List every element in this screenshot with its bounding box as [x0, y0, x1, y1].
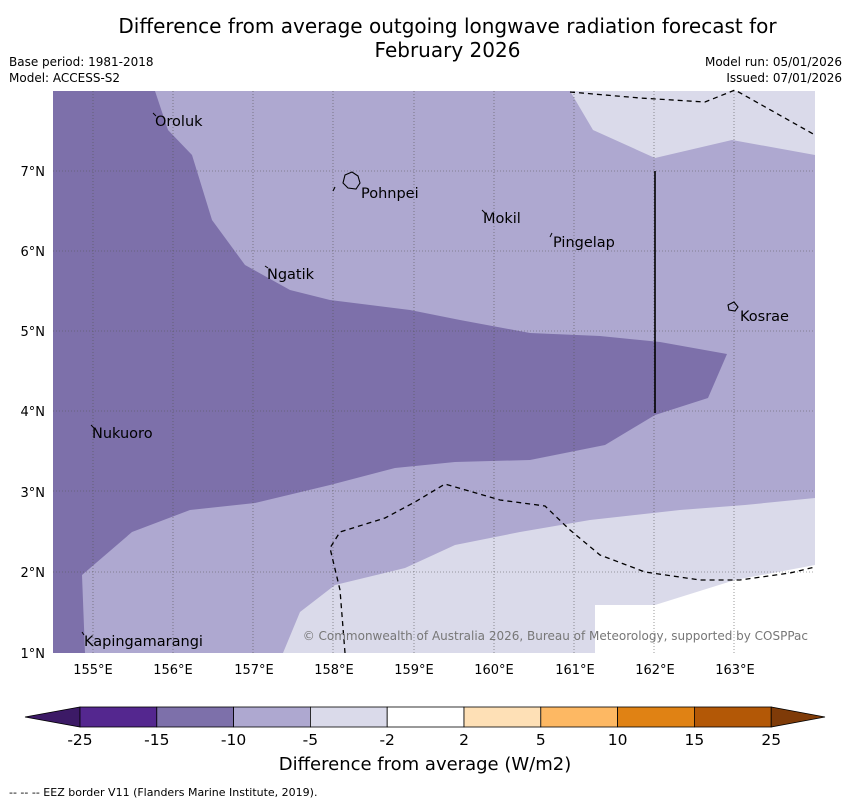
lat-axis-labels: 7°N 6°N 5°N 4°N 3°N 2°N 1°N	[21, 165, 46, 662]
colorbar-segment	[617, 706, 695, 728]
colorbar-tick: 15	[685, 731, 705, 749]
colorbar-tick: -10	[221, 731, 246, 749]
lon-tick-156e: 156°E	[153, 663, 193, 678]
model-name: Model: ACCESS-S2	[9, 71, 121, 85]
lon-tick-158e: 158°E	[314, 663, 354, 678]
colorbar-tick: 5	[536, 731, 546, 749]
colorbar-tick: 25	[761, 731, 781, 749]
colorbar-tick: 2	[459, 731, 469, 749]
colorbar-segment	[156, 706, 235, 728]
place-pohnpei: Pohnpei	[361, 186, 419, 202]
lat-tick-4n: 4°N	[21, 405, 46, 420]
place-oroluk: Oroluk	[155, 114, 203, 130]
kosrae-outline	[727, 301, 739, 312]
colorbar	[24, 706, 826, 728]
place-nukuoro: Nukuoro	[92, 426, 153, 442]
map-fill-layers	[53, 91, 815, 653]
lat-tick-2n: 2°N	[21, 566, 46, 581]
colorbar-segment	[540, 706, 618, 728]
meta-left: Base period: 1981-2018 Model: ACCESS-S2	[9, 54, 154, 86]
place-mokil: Mokil	[483, 211, 521, 227]
lat-tick-7n: 7°N	[21, 165, 46, 180]
colorbar-segment	[463, 706, 542, 728]
place-ngatik: Ngatik	[267, 267, 315, 283]
model-run: Model run: 05/01/2026	[704, 55, 842, 69]
colorbar-segment	[309, 706, 388, 728]
title-line-1: Difference from average outgoing longwav…	[118, 14, 777, 38]
colorbar-tick: 10	[608, 731, 628, 749]
place-pingelap: Pingelap	[553, 235, 615, 251]
pohnpei-reef-mark	[332, 186, 336, 192]
copyright-notice: © Commonwealth of Australia 2026, Bureau…	[303, 629, 808, 643]
colorbar-extend-low	[24, 706, 81, 728]
colorbar-label: Difference from average (W/m2)	[278, 754, 572, 775]
colorbar-tick-labels: -25 -15 -10 -5 -2 2 5 10 15 25	[67, 731, 781, 749]
band-white-bottom-right	[595, 565, 815, 653]
base-period: Base period: 1981-2018	[9, 55, 154, 69]
lat-tick-6n: 6°N	[21, 245, 46, 260]
lon-tick-162e: 162°E	[635, 663, 675, 678]
place-kapingamarangi: Kapingamarangi	[84, 634, 203, 650]
eez-footnote: -- -- -- EEZ border V11 (Flanders Marine…	[9, 786, 318, 799]
meta-right: Model run: 05/01/2026 Issued: 07/01/2026	[705, 54, 842, 86]
colorbar-tick: -25	[67, 731, 92, 749]
lon-tick-161e: 161°E	[555, 663, 595, 678]
colorbar-segment	[386, 706, 465, 728]
lat-tick-1n: 1°N	[21, 647, 46, 662]
colorbar-tick: -2	[379, 731, 394, 749]
issued-date: Issued: 07/01/2026	[726, 71, 842, 85]
colorbar-segment	[694, 706, 772, 728]
island-outlines	[332, 171, 739, 312]
place-kosrae: Kosrae	[740, 309, 789, 325]
band-minus15-minus10	[53, 91, 727, 653]
eez-borders	[329, 89, 816, 654]
lon-tick-160e: 160°E	[474, 663, 514, 678]
lon-tick-157e: 157°E	[234, 663, 274, 678]
lat-tick-3n: 3°N	[21, 486, 46, 501]
band-minus5-minus2-top-right	[570, 91, 815, 158]
place-labels: Oroluk Pohnpei Mokil Pingelap Ngatik Kos…	[84, 114, 789, 650]
lon-tick-163e: 163°E	[715, 663, 755, 678]
lon-axis-labels: 155°E 156°E 157°E 158°E 159°E 160°E 161°…	[73, 663, 755, 678]
pohnpei-outline	[342, 171, 361, 190]
colorbar-tick: -15	[144, 731, 169, 749]
lon-tick-155e: 155°E	[73, 663, 113, 678]
lat-tick-5n: 5°N	[21, 325, 46, 340]
colorbar-tick: -5	[303, 731, 318, 749]
colorbar-extend-high	[770, 706, 826, 728]
title-line-2: February 2026	[374, 38, 521, 62]
lon-tick-159e: 159°E	[394, 663, 434, 678]
gridlines	[53, 91, 815, 653]
colorbar-segment	[233, 706, 311, 728]
colorbar-segment	[79, 706, 158, 728]
chart-title: Difference from average outgoing longwav…	[0, 14, 850, 62]
place-markers	[81, 112, 553, 636]
